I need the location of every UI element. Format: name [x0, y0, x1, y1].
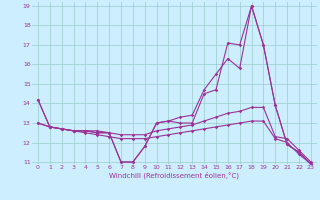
X-axis label: Windchill (Refroidissement éolien,°C): Windchill (Refroidissement éolien,°C) [109, 172, 239, 179]
